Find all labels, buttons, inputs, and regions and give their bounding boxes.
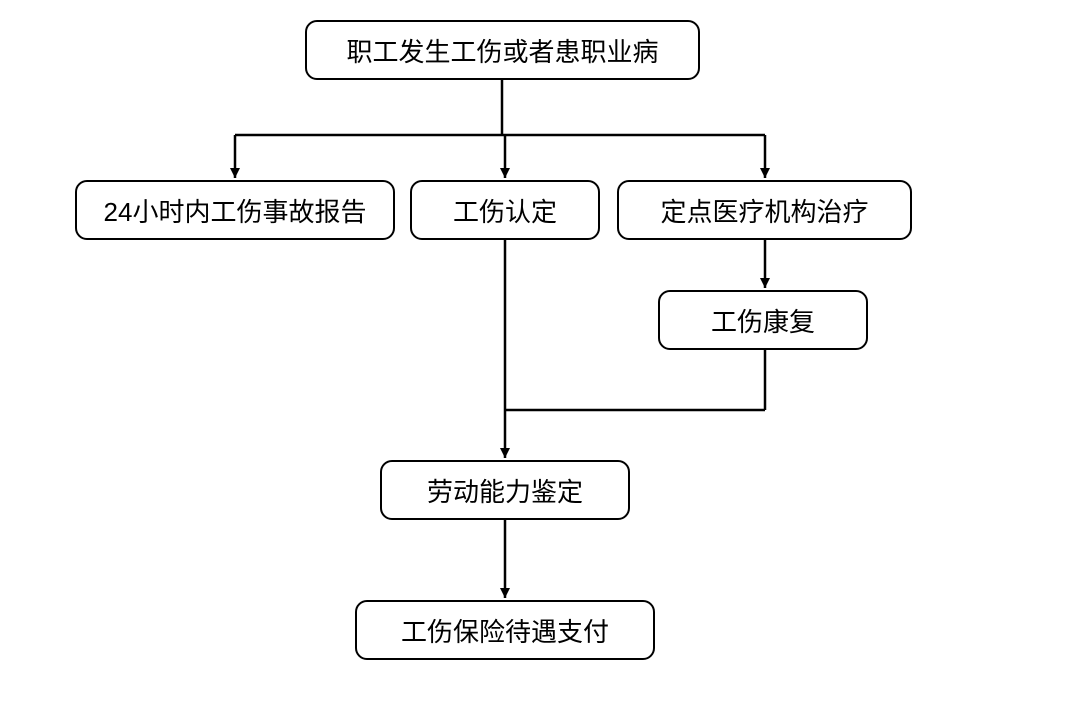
node-start-label: 职工发生工伤或者患职业病 [346,32,658,69]
node-assess-label: 劳动能力鉴定 [427,472,583,509]
node-report: 24小时内工伤事故报告 [75,180,395,240]
node-treatment-label: 定点医疗机构治疗 [660,192,868,229]
node-treatment: 定点医疗机构治疗 [617,180,912,240]
node-payment: 工伤保险待遇支付 [355,600,655,660]
node-rehab-label: 工伤康复 [711,302,815,339]
node-start: 职工发生工伤或者患职业病 [305,20,700,80]
node-assess: 劳动能力鉴定 [380,460,630,520]
node-identify-label: 工伤认定 [453,192,557,229]
node-report-label: 24小时内工伤事故报告 [104,192,367,229]
node-payment-label: 工伤保险待遇支付 [401,612,609,649]
node-rehab: 工伤康复 [658,290,868,350]
node-identify: 工伤认定 [410,180,600,240]
